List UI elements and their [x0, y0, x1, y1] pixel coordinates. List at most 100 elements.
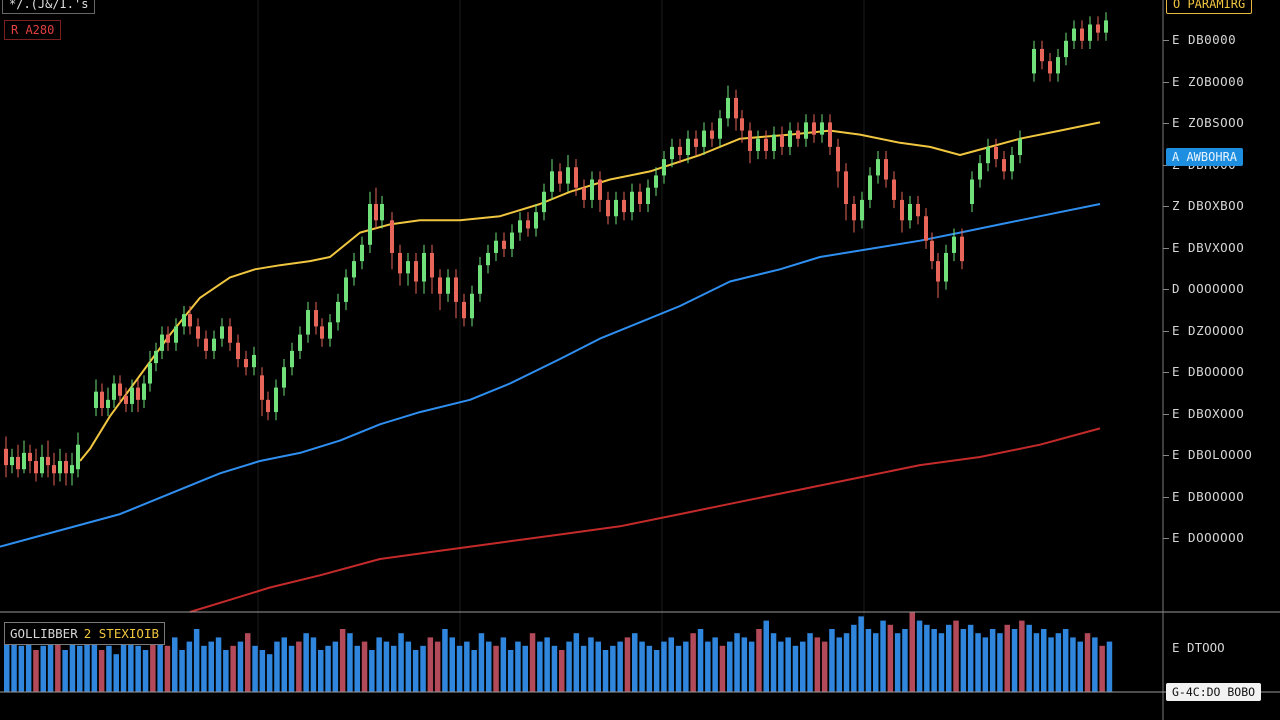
candle	[1064, 32, 1068, 66]
candle	[1018, 130, 1022, 164]
volume-bar	[821, 641, 828, 692]
candle	[130, 379, 134, 413]
volume-bar	[391, 645, 397, 692]
candle-body	[1048, 61, 1052, 74]
candle	[986, 138, 990, 172]
candle	[58, 448, 62, 482]
candle	[166, 326, 170, 351]
volume-bar	[471, 650, 477, 692]
volume-bar	[946, 624, 952, 692]
volume-bar	[756, 629, 762, 692]
candle-body	[924, 216, 928, 241]
candle	[836, 138, 840, 188]
candle-body	[124, 395, 128, 404]
candle	[936, 252, 940, 298]
candle-body	[534, 212, 538, 229]
volume-bar	[40, 645, 46, 692]
volume-bar	[296, 641, 302, 692]
candle-body	[662, 159, 666, 176]
candle-body	[670, 146, 674, 160]
candle	[590, 171, 594, 209]
candle	[852, 195, 856, 233]
candle-body	[804, 122, 808, 139]
volume-bar	[997, 633, 1003, 692]
volume-bar	[624, 637, 631, 692]
volume-bar	[128, 637, 134, 692]
candle	[1010, 146, 1014, 180]
volume-bar	[734, 633, 740, 692]
candle-body	[944, 252, 948, 282]
candle	[518, 212, 522, 241]
candle-body	[702, 130, 706, 147]
candle-body	[1010, 155, 1014, 172]
candle-body	[860, 199, 864, 221]
candle	[1072, 20, 1076, 49]
candle-body	[494, 240, 498, 253]
candle	[148, 350, 152, 392]
candle	[566, 155, 570, 192]
candle-body	[868, 175, 872, 200]
volume-bar	[230, 645, 236, 692]
candle-body	[352, 261, 356, 278]
price-axis-label: E DB0000	[1172, 32, 1237, 47]
candle-body	[1002, 159, 1006, 172]
candle	[494, 232, 498, 262]
volume-bar	[354, 645, 360, 692]
candle	[368, 191, 372, 253]
price-axis-tick	[1163, 40, 1169, 41]
candle	[1048, 53, 1052, 82]
volume-bar	[683, 641, 689, 692]
candle-body	[174, 326, 178, 343]
volume-bar	[150, 641, 156, 692]
volume-bar	[967, 624, 974, 692]
volume-legend: GOLLIBBER 2 STEXIOIB	[4, 622, 165, 645]
volume-bar	[595, 641, 601, 692]
candle	[582, 179, 586, 209]
volume-bar	[617, 641, 623, 692]
candle	[734, 89, 738, 131]
volume-bar	[829, 629, 835, 692]
candle	[380, 195, 384, 229]
candle	[406, 252, 410, 286]
price-axis-tick	[1163, 372, 1169, 373]
price-axis-tick	[1163, 455, 1169, 456]
volume-bar	[770, 633, 777, 692]
candle	[352, 252, 356, 286]
candle	[94, 379, 98, 417]
price-axis-label: E ZOBSOOO	[1172, 115, 1245, 130]
candle-body	[10, 456, 14, 466]
volume-bar	[412, 650, 419, 692]
price-axis-tick	[1163, 496, 1169, 498]
candle-body	[952, 236, 956, 253]
candle-body	[960, 236, 964, 262]
volume-bar	[507, 650, 514, 692]
candle-body	[986, 146, 990, 164]
volume-bar	[1048, 637, 1054, 692]
volume-bar	[288, 645, 295, 692]
volume-bar	[748, 641, 755, 692]
candle-body	[1080, 28, 1084, 41]
candle-body	[130, 387, 134, 404]
candle	[344, 269, 348, 311]
volume-bar	[318, 650, 324, 692]
price-axis-label: E DBOOOOO	[1172, 488, 1245, 504]
volume-bar	[339, 629, 346, 692]
grid	[257, 0, 865, 692]
volume-bar	[11, 637, 17, 692]
candle	[860, 191, 864, 229]
candle	[740, 110, 744, 143]
volume-bar	[843, 633, 850, 692]
candle-body	[446, 277, 450, 294]
candle-body	[328, 322, 332, 339]
candle	[4, 436, 8, 478]
candle-body	[306, 310, 310, 335]
volume-bar	[135, 645, 141, 692]
volume-bar	[172, 637, 178, 692]
volume-bar	[376, 637, 382, 692]
candle	[160, 326, 164, 360]
candle	[220, 318, 224, 347]
candle-body	[852, 204, 856, 221]
candle	[1088, 16, 1092, 49]
candle	[534, 204, 538, 237]
candle	[136, 379, 140, 413]
